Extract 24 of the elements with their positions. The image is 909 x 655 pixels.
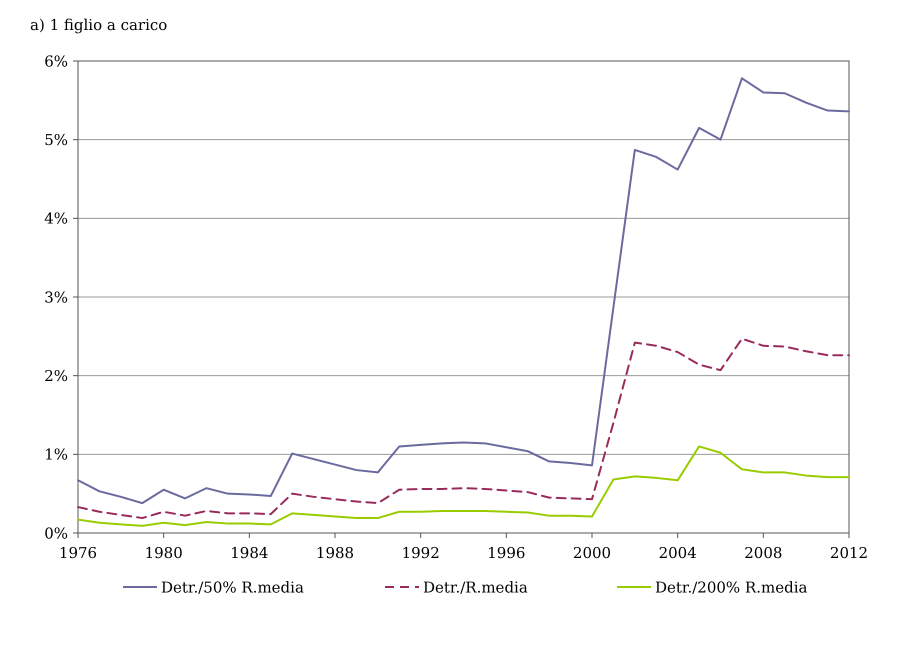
- x-tick-label: 1988: [316, 544, 354, 562]
- x-tick-label: 1976: [58, 544, 98, 562]
- x-tick-label: 2000: [572, 544, 612, 562]
- y-tick-label: 6%: [44, 52, 68, 70]
- line-series: [77, 77, 850, 504]
- y-tick-label: 5%: [44, 130, 68, 149]
- line-series: [77, 338, 850, 520]
- line-series: [77, 445, 850, 527]
- legend-label: Detr./200% R.media: [655, 578, 808, 596]
- y-tick-label: 3%: [44, 288, 68, 306]
- x-tick-label: 1984: [230, 544, 268, 562]
- legend-label: Detr./R.media: [423, 578, 528, 596]
- legend-label: Detr./50% R.media: [161, 578, 304, 596]
- chart-title: a) 1 figlio a carico: [30, 16, 168, 34]
- x-tick-label: 2004: [658, 544, 697, 562]
- x-tick-label: 2012: [830, 544, 868, 562]
- y-tick-label: 4%: [44, 210, 68, 228]
- x-tick-label: 2008: [744, 544, 782, 562]
- x-tick-label: 1992: [402, 544, 440, 562]
- x-tick-label: 1980: [144, 544, 183, 562]
- x-tick-label: 1996: [487, 544, 526, 562]
- y-tick-label: 0%: [44, 524, 68, 542]
- y-tick-label: 1%: [44, 446, 68, 464]
- y-tick-label: 2%: [44, 366, 68, 385]
